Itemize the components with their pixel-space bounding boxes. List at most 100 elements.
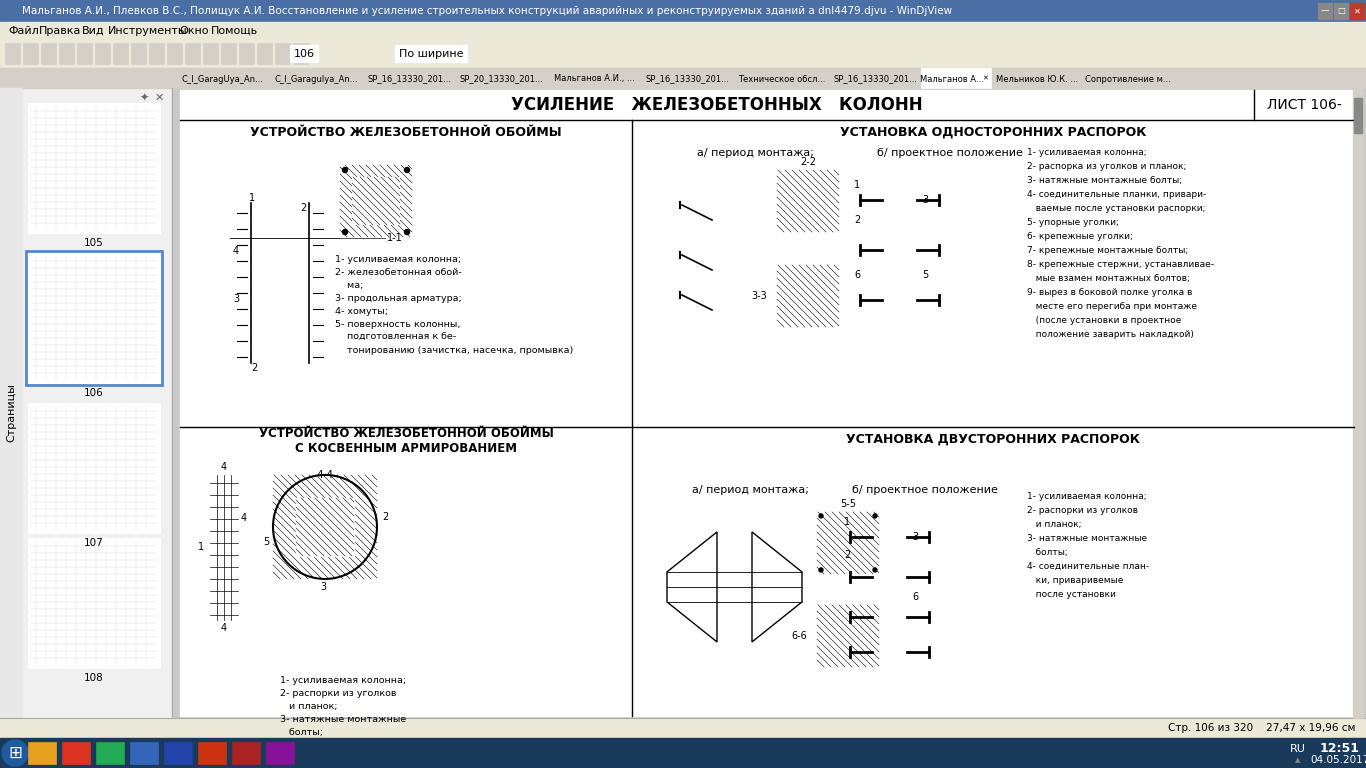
Text: 5: 5 [922, 270, 929, 280]
Text: 3- продольная арматура;: 3- продольная арматура; [335, 294, 462, 303]
Text: 4: 4 [221, 462, 227, 472]
Circle shape [404, 167, 410, 173]
Bar [697, 157, 762, 175]
Text: Правка: Правка [40, 26, 82, 36]
Text: месте его перегиба при монтаже: месте его перегиба при монтаже [1027, 302, 1197, 311]
Text: 2: 2 [854, 215, 861, 225]
Circle shape [820, 568, 822, 572]
Bar [131, 43, 146, 64]
Bar [5, 43, 20, 64]
Bar [712, 175, 747, 330]
Bar [831, 70, 919, 88]
Bar [546, 70, 642, 88]
Text: ма;: ма; [335, 281, 363, 290]
Bar [27, 253, 160, 383]
Text: Помощь: Помощь [210, 26, 258, 36]
Text: (после установки в проектное: (после установки в проектное [1027, 316, 1182, 325]
Text: ⊞: ⊞ [8, 744, 22, 762]
Bar [867, 157, 932, 175]
Text: 4-4: 4-4 [317, 470, 333, 480]
Text: SP_16_13330_201...: SP_16_13330_201... [833, 74, 917, 84]
Text: Вид: Вид [82, 26, 105, 36]
Text: 12:51: 12:51 [1320, 741, 1361, 754]
Text: 4- соединительные планки, привари-: 4- соединительные планки, привари- [1027, 190, 1206, 199]
Text: 2: 2 [382, 512, 388, 522]
Bar [23, 43, 38, 64]
Text: Стр. 106 из 320    27,47 х 19,96 см: Стр. 106 из 320 27,47 х 19,96 см [1168, 723, 1355, 733]
Text: б/ проектное положение: б/ проектное положение [877, 148, 1023, 158]
Text: С_I_GaragUya_An...: С_I_GaragUya_An... [182, 74, 264, 84]
Text: Окно: Окно [179, 26, 209, 36]
Text: после установки: после установки [280, 767, 373, 768]
Bar [210, 475, 238, 620]
Bar [0, 40, 1366, 68]
Bar [365, 70, 455, 88]
Text: Мальганов А.И., ...: Мальганов А.И., ... [555, 74, 635, 84]
Bar [0, 738, 1366, 768]
Text: Техническое обсл...: Техническое обсл... [738, 74, 825, 84]
Text: 107: 107 [85, 538, 104, 548]
Text: УСТРОЙСТВО ЖЕЛЕЗОБЕТОННОЙ ОБОЙМЫ
С КОСВЕННЫМ АРМИРОВАНИЕМ: УСТРОЙСТВО ЖЕЛЕЗОБЕТОННОЙ ОБОЙМЫ С КОСВЕ… [258, 427, 553, 455]
Text: Мельников Ю.К. ...: Мельников Ю.К. ... [996, 74, 1078, 84]
Text: 9- вырез в боковой полке уголка в: 9- вырез в боковой полке уголка в [1027, 288, 1193, 297]
Text: ▲: ▲ [1295, 757, 1300, 763]
Bar [340, 165, 413, 237]
Text: 106: 106 [85, 388, 104, 398]
Bar [198, 742, 225, 764]
Bar [1352, 88, 1363, 718]
Bar [0, 718, 1366, 738]
Circle shape [343, 167, 347, 173]
Text: —: — [1321, 6, 1329, 15]
Bar [882, 175, 917, 330]
Text: и планок;: и планок; [280, 702, 337, 711]
Bar [180, 90, 1354, 716]
Bar [27, 403, 160, 533]
Text: 4- соединительные план-: 4- соединительные план- [1027, 562, 1149, 571]
Bar [1318, 3, 1332, 19]
Bar [184, 43, 199, 64]
Text: 3-3: 3-3 [751, 291, 766, 301]
Bar [872, 517, 907, 657]
Text: 3: 3 [912, 532, 918, 542]
Text: 1: 1 [249, 193, 255, 203]
Text: RU: RU [1290, 744, 1306, 754]
Text: 7- крепежные монтажные болты;: 7- крепежные монтажные болты; [1027, 246, 1188, 255]
Text: 2: 2 [301, 203, 306, 213]
Bar [817, 512, 878, 574]
Text: 3: 3 [234, 294, 239, 304]
Text: после установки: после установки [1027, 590, 1116, 599]
Bar [250, 170, 310, 188]
Bar [456, 70, 546, 88]
Bar [0, 88, 172, 738]
Text: 4: 4 [240, 514, 247, 524]
Bar [292, 43, 307, 64]
Text: 1- усиливаемая колонна;: 1- усиливаемая колонна; [1027, 148, 1146, 157]
Text: 4- соединительные план-: 4- соединительные план- [280, 741, 408, 750]
Bar [96, 43, 111, 64]
Bar [992, 70, 1082, 88]
Text: 1: 1 [854, 180, 861, 190]
Text: 04.05.2017: 04.05.2017 [1310, 755, 1366, 765]
Bar [734, 70, 829, 88]
Bar [130, 742, 158, 764]
Text: Сопротивление м...: Сопротивление м... [1085, 74, 1171, 84]
Bar [204, 43, 219, 64]
Text: УСТРОЙСТВО ЖЕЛЕЗОБЕТОННОЙ ОБОЙМЫ: УСТРОЙСТВО ЖЕЛЕЗОБЕТОННОЙ ОБОЙМЫ [250, 125, 561, 138]
Text: Файл: Файл [8, 26, 38, 36]
Text: □: □ [1337, 6, 1346, 15]
Text: подготовленная к бе-: подготовленная к бе- [335, 333, 456, 342]
Bar [777, 265, 839, 327]
Bar [0, 68, 1366, 88]
Text: ✦: ✦ [139, 93, 149, 103]
Bar [149, 43, 164, 64]
Bar [290, 45, 318, 62]
Bar [59, 43, 74, 64]
Text: 4: 4 [221, 623, 227, 633]
Bar [178, 70, 268, 88]
Text: Мальганов А.И., Плевков В.С., Полищук А.И. Восстановление и усиление строительны: Мальганов А.И., Плевков В.С., Полищук А.… [22, 6, 952, 16]
Text: 6: 6 [854, 270, 861, 280]
Circle shape [873, 514, 877, 518]
Text: 1-1: 1-1 [387, 233, 403, 243]
Text: 4- хомуты;: 4- хомуты; [335, 307, 388, 316]
Text: ваемые после установки распорки;: ваемые после установки распорки; [1027, 204, 1205, 213]
